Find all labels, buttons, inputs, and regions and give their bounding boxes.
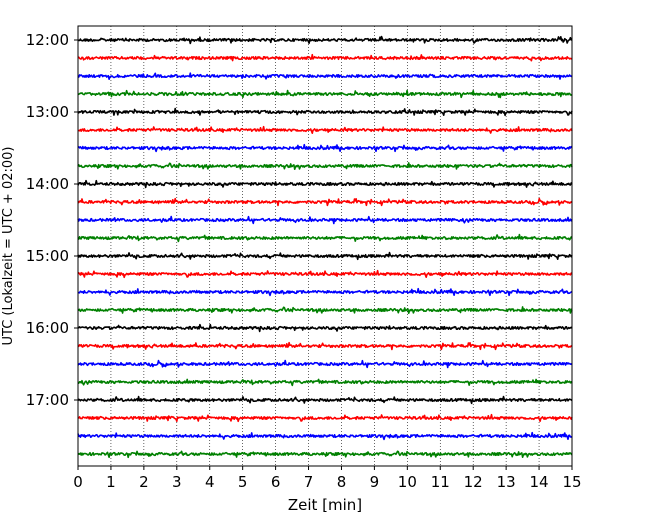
trace-1345 (77, 162, 573, 170)
trace-1315 (77, 125, 573, 134)
y-tick-label: 17:00 (26, 391, 69, 409)
trace-1400 (77, 179, 573, 189)
plot-background (78, 26, 572, 466)
trace-1615 (77, 341, 573, 351)
x-tick-label: 14 (530, 473, 549, 491)
x-tick-label: 6 (271, 473, 281, 491)
trace-1700 (77, 395, 573, 405)
x-tick-label: 9 (370, 473, 380, 491)
x-tick-label: 0 (73, 473, 83, 491)
trace-1645 (77, 378, 573, 387)
trace-1515 (77, 269, 573, 279)
trace-1430 (77, 215, 573, 225)
y-axis-label: UTC (Lokalzeit = UTC + 02:00) (1, 147, 16, 346)
trace-1300 (77, 107, 573, 117)
trace-1745 (77, 450, 573, 459)
x-tick-label: 3 (172, 473, 182, 491)
x-tick-label: 4 (205, 473, 215, 491)
trace-1215 (77, 53, 573, 62)
x-tick-label: 15 (562, 473, 581, 491)
x-tick-label: 8 (337, 473, 347, 491)
x-tick-label: 11 (431, 473, 450, 491)
x-tick-label: 13 (497, 473, 516, 491)
x-tick-label: 10 (398, 473, 417, 491)
trace-1330 (77, 143, 573, 153)
trace-1545 (77, 306, 573, 315)
x-tick-label: 2 (139, 473, 149, 491)
trace-1600 (77, 323, 573, 333)
trace-1445 (77, 233, 573, 243)
trace-1500 (77, 251, 573, 261)
x-axis-label: Zeit [min] (288, 496, 362, 514)
y-tick-label: 13:00 (26, 103, 69, 121)
trace-1245 (77, 89, 573, 99)
y-axis-ticks: 12:00 13:00 14:00 15:00 16:00 17:00 (26, 31, 78, 409)
y-tick-label: 16:00 (26, 319, 69, 337)
x-tick-label: 12 (464, 473, 483, 491)
trace-1715 (77, 413, 573, 423)
x-tick-label: 7 (304, 473, 314, 491)
traces (77, 35, 573, 459)
y-tick-label: 14:00 (26, 175, 69, 193)
x-axis-ticks: 0 1 2 3 4 5 6 7 8 9 10 11 12 13 14 15 (73, 466, 582, 491)
grid-lines (110, 26, 540, 466)
trace-1730 (77, 431, 573, 441)
trace-1530 (77, 287, 573, 297)
y-tick-label: 15:00 (26, 247, 69, 265)
trace-1415 (77, 197, 573, 207)
x-tick-label: 1 (106, 473, 116, 491)
trace-1630 (77, 359, 573, 369)
trace-1200 (77, 35, 573, 45)
plot-frame (77, 25, 573, 467)
x-tick-label: 5 (238, 473, 248, 491)
trace-1230 (77, 72, 573, 80)
y-tick-label: 12:00 (26, 31, 69, 49)
